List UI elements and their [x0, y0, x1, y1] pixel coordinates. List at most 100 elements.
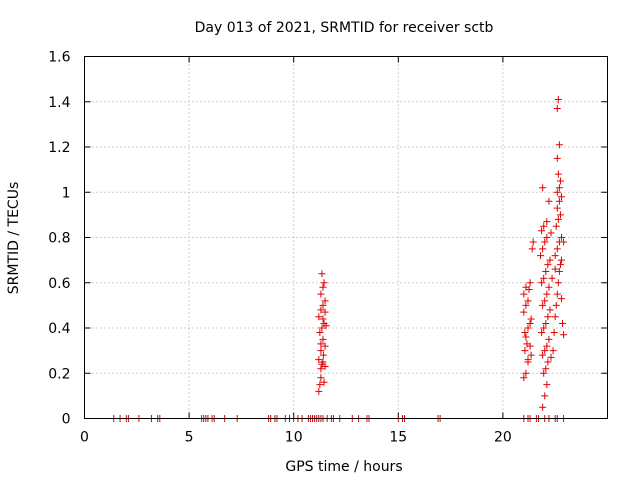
data-point — [552, 301, 560, 309]
data-point — [540, 369, 548, 377]
data-point — [543, 218, 551, 226]
data-point — [555, 197, 563, 205]
data-point — [543, 290, 551, 298]
y-tick-label: 1.4 — [48, 95, 70, 111]
data-point — [316, 381, 324, 389]
data-point — [318, 270, 326, 278]
y-tick-label: 0 — [62, 412, 71, 428]
data-point — [554, 95, 562, 103]
y-tick-label: 0.4 — [48, 321, 70, 337]
data-point — [539, 184, 547, 192]
data-point — [556, 177, 564, 185]
data-point — [316, 329, 324, 337]
data-point — [540, 274, 548, 282]
x-tick-labels: 0 5 10 15 20 — [80, 430, 512, 446]
x-tick-label: 20 — [494, 430, 512, 446]
data-point — [315, 356, 323, 364]
data-point — [539, 245, 547, 253]
data-point — [540, 324, 548, 332]
data-point — [317, 340, 325, 348]
data-point — [557, 193, 565, 201]
data-point — [539, 301, 547, 309]
data-point — [525, 286, 533, 294]
data-point — [553, 105, 561, 113]
data-point — [538, 329, 546, 337]
data-point — [545, 335, 553, 343]
data-point — [559, 319, 567, 327]
data-point — [551, 265, 559, 273]
data-point — [551, 252, 559, 260]
data-point — [526, 279, 534, 287]
data-point — [546, 306, 554, 314]
data-point — [542, 365, 550, 373]
data-point — [553, 204, 561, 212]
data-point — [545, 197, 553, 205]
data-point — [546, 256, 554, 264]
data-point — [550, 329, 558, 337]
data-point — [315, 313, 323, 321]
data-point — [321, 342, 329, 350]
data-point — [541, 347, 549, 355]
data-point — [553, 290, 561, 298]
data-point — [317, 374, 325, 382]
data-point — [522, 369, 530, 377]
data-point — [317, 290, 325, 298]
data-point — [543, 381, 551, 389]
data-point — [553, 188, 561, 196]
y-tick-label: 1.2 — [48, 140, 70, 156]
data-point — [554, 170, 562, 178]
data-point — [548, 274, 556, 282]
y-tick-labels: 0 0.2 0.4 0.6 0.8 1 1.2 1.4 1.6 — [48, 50, 70, 428]
data-point — [541, 238, 549, 246]
data-point — [317, 347, 325, 355]
data-point — [554, 215, 562, 223]
data-point — [524, 356, 532, 364]
data-point — [527, 351, 535, 359]
data-point — [544, 313, 552, 321]
data-point — [522, 333, 530, 341]
data-point — [557, 234, 565, 241]
data-point — [527, 315, 535, 323]
data-point — [321, 362, 329, 370]
data-point — [521, 347, 529, 355]
data-point — [549, 347, 557, 355]
x-tick-label: 15 — [389, 430, 407, 446]
gridlines — [84, 56, 608, 419]
y-axis-label: SRMTID / TECUs — [6, 182, 22, 295]
chart-title: Day 013 of 2021, SRMTID for receiver sct… — [195, 20, 494, 36]
data-point — [528, 245, 536, 253]
x-tick-label: 5 — [185, 430, 194, 446]
y-tick-label: 0.2 — [48, 366, 70, 382]
data-point — [529, 238, 537, 246]
data-point — [545, 283, 553, 291]
x-axis-label: GPS time / hours — [285, 459, 402, 475]
data-point — [551, 313, 559, 321]
data-point — [555, 184, 563, 192]
data-point — [520, 290, 528, 298]
data-point — [556, 261, 564, 269]
data-point — [541, 392, 549, 400]
data-point — [524, 324, 532, 332]
data-point — [539, 403, 547, 411]
data-point — [552, 222, 560, 230]
y-tick-label: 0.8 — [48, 231, 70, 247]
data-point — [319, 335, 327, 343]
data-point — [557, 256, 565, 264]
data-point — [318, 324, 326, 332]
data-point — [320, 378, 328, 386]
data-point — [560, 331, 568, 339]
data-point — [540, 222, 548, 230]
data-point — [547, 353, 555, 361]
data-point — [317, 365, 325, 373]
data-point — [539, 351, 547, 359]
x-tick-label: 0 — [80, 430, 89, 446]
data-point — [537, 252, 545, 260]
data-point — [557, 295, 565, 303]
data-point — [553, 154, 561, 162]
data-point — [541, 297, 549, 305]
plot-frame — [84, 56, 608, 419]
data-point — [319, 315, 327, 323]
data-point — [319, 283, 327, 291]
data-point — [544, 261, 552, 269]
